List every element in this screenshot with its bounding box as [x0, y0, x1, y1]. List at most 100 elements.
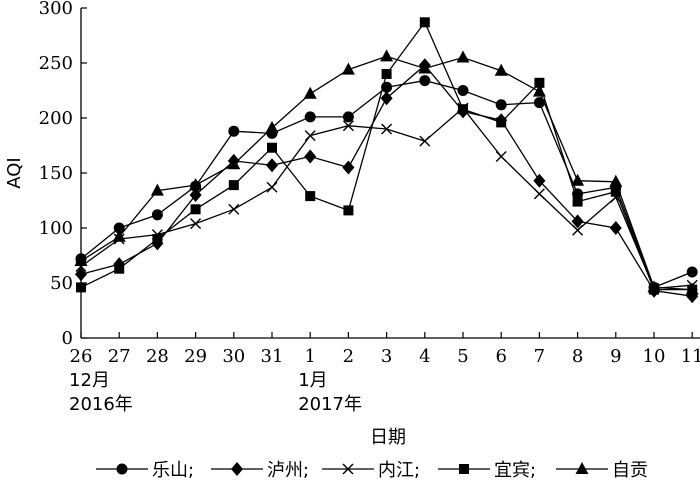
x-year-label: 2017年 [298, 394, 362, 415]
data-point [228, 125, 240, 137]
y-tick-label: 200 [39, 108, 73, 129]
x-month-label: 12月 [69, 370, 110, 391]
x-axis-title: 日期 [370, 427, 406, 448]
data-point [190, 204, 201, 215]
data-point [456, 50, 470, 63]
data-point [647, 280, 661, 293]
legend-marker [342, 463, 354, 475]
series-5 [74, 49, 699, 295]
data-point [610, 186, 621, 197]
x-tick-label: 31 [261, 346, 284, 367]
series-4 [76, 17, 698, 295]
data-point [228, 203, 240, 215]
legend-label: 自贡 [612, 460, 648, 481]
data-point [303, 86, 317, 99]
data-point [419, 17, 430, 28]
x-tick-label: 9 [610, 346, 621, 367]
data-point [572, 224, 584, 236]
data-point [572, 196, 583, 207]
series-line [80, 79, 693, 289]
legend-item: 宜宾; [438, 460, 536, 481]
x-tick-label: 7 [534, 346, 545, 367]
data-point [685, 282, 699, 295]
x-tick-label: 28 [146, 346, 169, 367]
x-tick-label: 6 [495, 346, 506, 367]
data-point [114, 263, 125, 274]
x-tick-label: 30 [222, 346, 245, 367]
legend-marker [575, 462, 589, 474]
x-tick-label: 1 [304, 346, 315, 367]
data-point [532, 84, 546, 97]
data-point [305, 191, 316, 202]
data-point [190, 218, 202, 230]
y-tick-label: 0 [62, 328, 73, 349]
data-point [381, 69, 392, 79]
data-point [304, 111, 316, 123]
data-point [609, 174, 623, 187]
legend-label: 乐山; [152, 460, 194, 481]
legend-marker [116, 463, 128, 475]
x-tick-label: 11 [681, 346, 700, 367]
legend-item: 乐山; [96, 460, 194, 481]
data-point [458, 104, 468, 115]
data-point [265, 120, 279, 133]
data-point [533, 97, 545, 109]
y-tick-label: 100 [39, 218, 73, 239]
data-point [343, 205, 354, 216]
data-point [418, 61, 432, 74]
data-point [342, 160, 355, 175]
data-point [304, 149, 317, 164]
data-point [266, 181, 278, 193]
legend: 乐山; 泸州; 内江; 宜宾; 自贡 [96, 460, 648, 481]
data-point [380, 49, 394, 62]
legend-item: 内江; [322, 460, 420, 481]
data-point [228, 180, 239, 191]
x-year-label: 2016年 [69, 394, 133, 415]
data-point [113, 222, 125, 234]
data-point [534, 77, 545, 88]
data-point [495, 99, 507, 111]
x-tick-label: 10 [643, 346, 666, 367]
x-tick-label: 2 [343, 346, 354, 367]
legend-item: 泸州; [211, 460, 309, 481]
x-tick-label: 27 [108, 346, 131, 367]
series-2 [75, 58, 699, 304]
data-point [342, 120, 354, 132]
legend-item: 自贡 [556, 460, 648, 481]
data-point [112, 229, 126, 242]
x-tick-label: 5 [457, 346, 468, 367]
legend-label: 宜宾; [494, 460, 536, 481]
x-tick-label: 26 [70, 346, 93, 367]
legend-marker [459, 464, 469, 474]
data-point [75, 267, 87, 282]
series-line [80, 107, 693, 290]
data-point [341, 62, 355, 75]
data-point [495, 151, 507, 162]
data-point [267, 142, 277, 153]
series-line [80, 21, 693, 291]
y-tick-label: 150 [39, 163, 73, 184]
data-point [380, 91, 393, 106]
data-point [419, 75, 431, 87]
data-point [151, 209, 163, 221]
legend-label: 泸州; [267, 460, 309, 481]
data-point [76, 282, 86, 293]
data-point [686, 266, 698, 278]
data-point [494, 63, 508, 76]
data-point [457, 85, 469, 96]
legend-marker [231, 462, 243, 476]
data-point [571, 173, 585, 186]
y-tick-label: 50 [50, 273, 73, 294]
x-month-label: 1月 [298, 370, 327, 391]
x-tick-label: 8 [572, 346, 583, 367]
y-axis-title: AQI [4, 157, 25, 188]
y-tick-label: 300 [39, 0, 73, 19]
series-3 [75, 102, 698, 294]
x-tick-label: 29 [184, 346, 207, 367]
data-point [152, 234, 163, 244]
data-point [571, 214, 584, 229]
series-1 [75, 75, 698, 293]
data-point [496, 117, 507, 128]
data-point [150, 183, 164, 196]
data-point [227, 157, 241, 170]
